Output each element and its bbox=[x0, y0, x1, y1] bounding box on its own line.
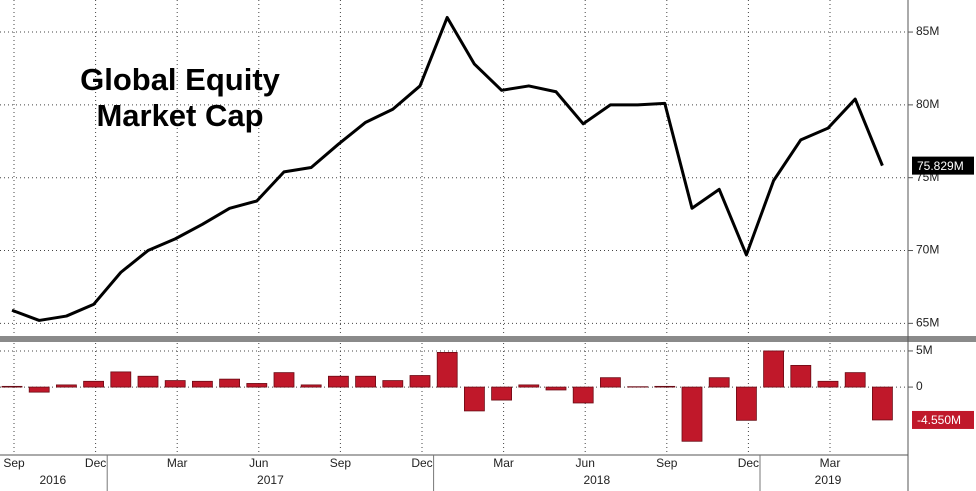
bar bbox=[137, 375, 159, 388]
y-tick-label: 0 bbox=[916, 379, 923, 393]
bar bbox=[518, 384, 540, 388]
x-tick-label: Sep bbox=[3, 456, 25, 470]
bar bbox=[409, 375, 431, 388]
x-tick-label: Jun bbox=[576, 456, 595, 470]
bar bbox=[600, 377, 621, 388]
year-label: 2017 bbox=[257, 473, 284, 487]
bar bbox=[219, 378, 241, 388]
bar bbox=[56, 384, 77, 388]
x-tick-label: Mar bbox=[493, 456, 514, 470]
y-tick-label: 65M bbox=[916, 316, 939, 330]
x-tick-label: Mar bbox=[820, 456, 841, 470]
bar bbox=[844, 372, 866, 388]
value-label: 75.829M bbox=[917, 159, 964, 173]
y-tick-label: 5M bbox=[916, 343, 933, 357]
value-label-box bbox=[912, 410, 974, 429]
chart-title: Global Equity Market Cap bbox=[80, 62, 280, 133]
bar bbox=[681, 386, 703, 442]
bar bbox=[436, 351, 458, 388]
bar bbox=[790, 364, 812, 388]
year-label: 2016 bbox=[39, 473, 66, 487]
value-label: -4.550M bbox=[917, 413, 961, 427]
bar bbox=[654, 385, 676, 388]
bar bbox=[355, 375, 377, 388]
bar bbox=[572, 386, 594, 404]
panel-divider bbox=[0, 336, 976, 342]
bar bbox=[708, 377, 730, 388]
bar bbox=[491, 386, 513, 401]
bar bbox=[191, 380, 213, 388]
bar bbox=[300, 384, 322, 388]
x-tick-label: Sep bbox=[656, 456, 678, 470]
x-tick-label: Dec bbox=[738, 456, 759, 470]
x-tick-label: Dec bbox=[85, 456, 106, 470]
bar bbox=[327, 375, 349, 388]
year-label: 2019 bbox=[815, 473, 842, 487]
bar bbox=[872, 386, 893, 421]
bar bbox=[246, 383, 268, 388]
bar bbox=[273, 372, 295, 388]
year-label: 2018 bbox=[583, 473, 610, 487]
line bbox=[11, 15, 884, 322]
x-tick-label: Dec bbox=[411, 456, 432, 470]
bar bbox=[736, 386, 757, 421]
bar bbox=[817, 380, 839, 388]
y-tick-label: 85M bbox=[916, 24, 939, 38]
y-tick-label: 70M bbox=[916, 243, 939, 257]
x-tick-label: Jun bbox=[249, 456, 268, 470]
bar bbox=[545, 386, 567, 391]
bar bbox=[164, 380, 186, 388]
x-tick-label: Mar bbox=[167, 456, 188, 470]
bar bbox=[763, 350, 784, 388]
bar bbox=[28, 386, 50, 393]
bar bbox=[463, 386, 485, 412]
x-tick-label: Sep bbox=[330, 456, 352, 470]
bar bbox=[83, 380, 104, 388]
y-tick-label: 80M bbox=[916, 97, 939, 111]
value-label-box bbox=[912, 156, 974, 175]
bar bbox=[110, 371, 132, 388]
bar bbox=[382, 380, 404, 388]
bar bbox=[1, 385, 23, 388]
